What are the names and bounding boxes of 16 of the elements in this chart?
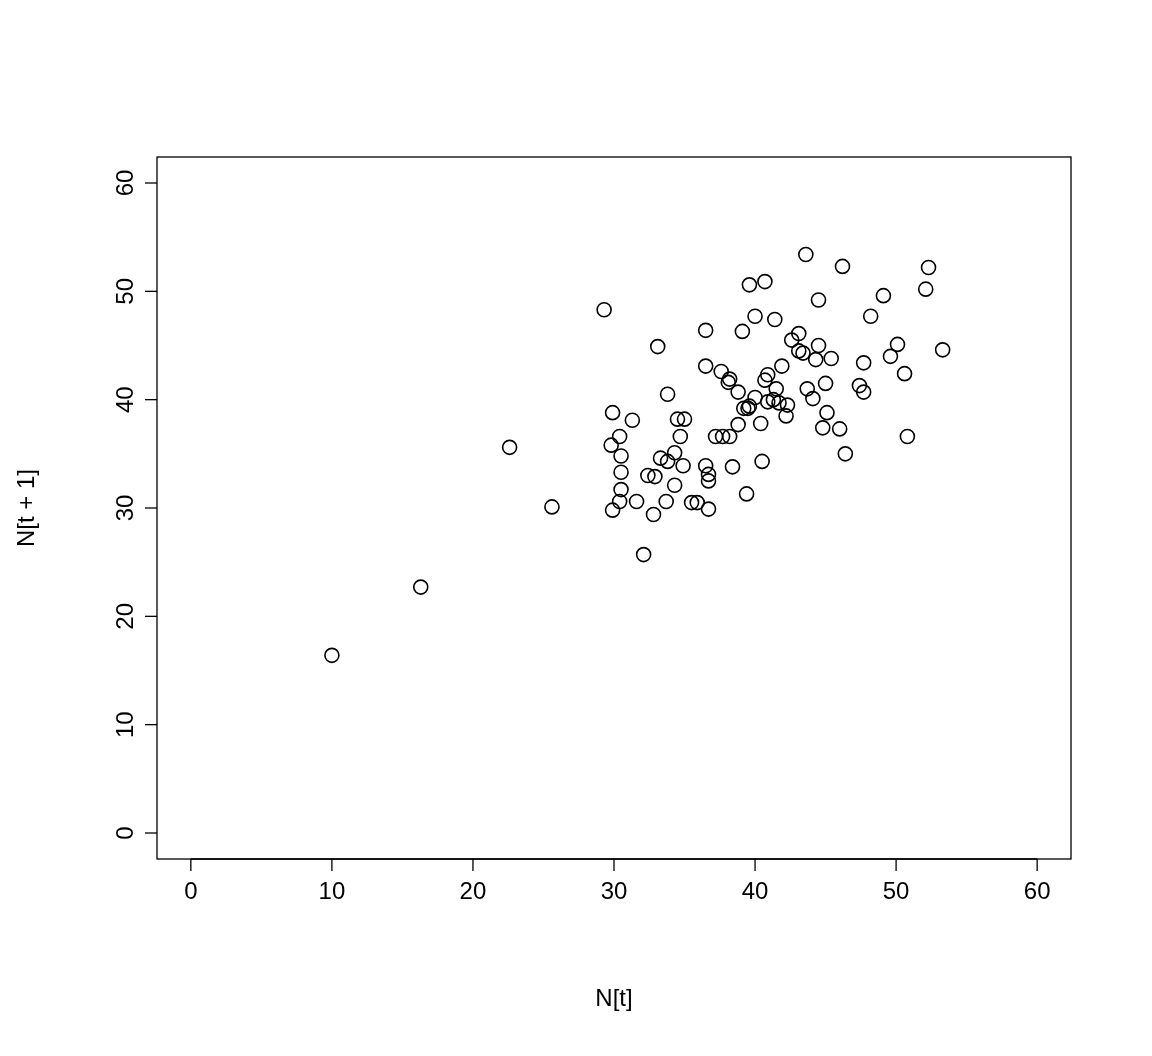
y-tick-label: 60 [111,169,138,197]
y-tick-label: 40 [111,386,138,414]
y-tick-label: 30 [111,494,138,522]
x-tick-label: 50 [882,877,910,904]
x-tick-label: 30 [600,877,628,904]
y-tick-label: 20 [111,602,138,630]
x-tick-label: 10 [318,877,346,904]
y-axis-title: N[t + 1] [12,468,39,548]
x-tick-label: 40 [741,877,769,904]
x-tick-label: 60 [1023,877,1051,904]
y-tick-label: 10 [111,711,138,739]
y-tick-label: 0 [111,826,138,840]
x-tick-label: 20 [459,877,487,904]
x-tick-label: 0 [184,877,198,904]
x-axis-title: N[t] [595,984,633,1011]
y-tick-label: 50 [111,277,138,305]
